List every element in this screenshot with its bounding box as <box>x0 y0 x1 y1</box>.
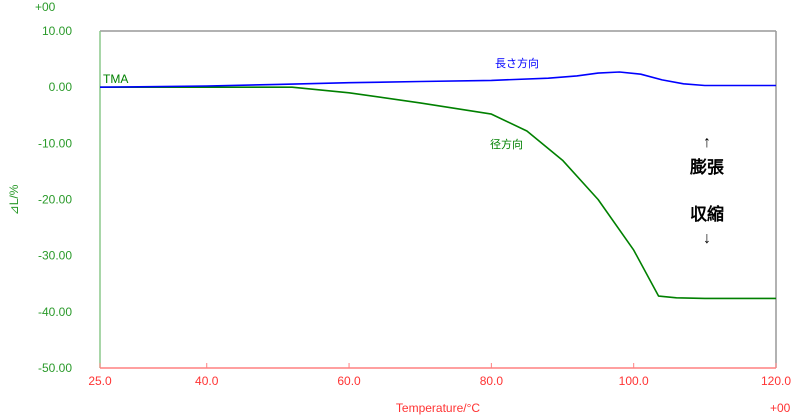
x-tick-label: 100.0 <box>619 374 649 388</box>
expansion-label: 膨張 <box>690 157 725 177</box>
x-tick-label: 60.0 <box>337 374 361 388</box>
x-exponent-label: +00 <box>770 401 791 415</box>
y-tick-label: -50.00 <box>38 361 72 375</box>
y-axis-label: ⊿L/% <box>7 184 21 215</box>
x-tick-label: 80.0 <box>480 374 504 388</box>
y-tick-label: -30.00 <box>38 249 72 263</box>
x-tick-label: 120.0 <box>761 374 791 388</box>
y-exponent-label: +00 <box>35 0 56 14</box>
shrinkage-label: 収縮 <box>690 204 724 224</box>
up-arrow: ↑ <box>703 134 711 151</box>
x-axis-label: Temperature/°C <box>396 401 480 415</box>
series-label-length: 長さ方向 <box>495 56 539 70</box>
curve-label-tma: TMA <box>103 72 128 86</box>
series-label-radial: 径方向 <box>490 137 523 151</box>
y-tick-label: -20.00 <box>38 193 72 207</box>
y-tick-label: -40.00 <box>38 305 72 319</box>
down-arrow: ↓ <box>703 230 711 247</box>
y-tick-label: 0.00 <box>49 80 73 94</box>
y-tick-label: -10.00 <box>38 136 72 150</box>
series-line-length <box>99 71 776 88</box>
x-tick-label: 25.0 <box>88 374 112 388</box>
series-line-radial <box>100 86 776 300</box>
y-tick-label: 10.00 <box>42 24 72 38</box>
x-tick-label: 40.0 <box>195 374 219 388</box>
